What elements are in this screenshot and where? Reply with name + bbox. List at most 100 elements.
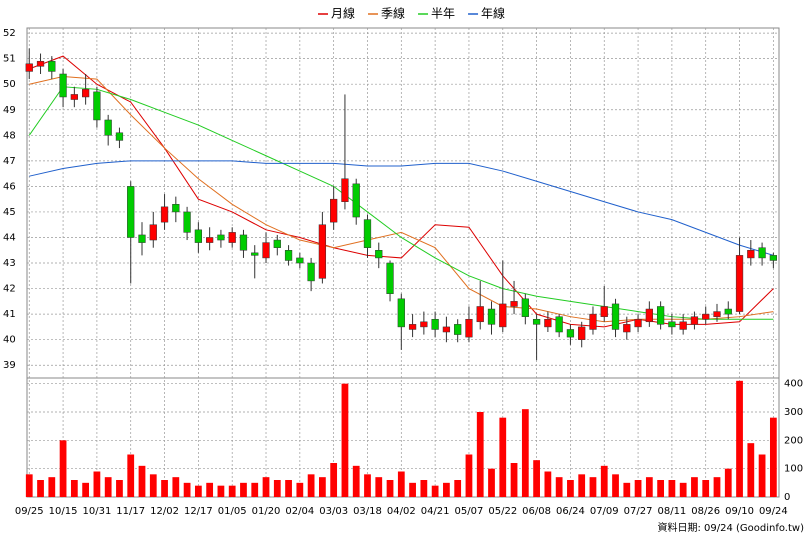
candle-body [172,204,180,213]
volume-bar [70,480,78,497]
volume-tick-label: 200 [784,435,803,446]
volume-bar [657,480,665,497]
volume-bar [713,477,721,497]
x-tick-label: 12/02 [150,506,179,517]
candle-body [623,324,631,333]
candle-body [758,247,766,259]
volume-bar [228,485,236,497]
volume-bar [251,482,259,497]
candle-body [239,234,248,251]
candle-body [499,303,507,328]
x-tick-label: 04/02 [387,506,416,517]
candle-body [397,298,405,328]
y-tick-label: 39 [3,360,16,371]
volume-bar [104,477,112,497]
x-tick-label: 08/11 [657,506,686,517]
volume-tick-label: 100 [784,464,803,475]
candle-body [465,318,473,338]
volume-bar [691,477,698,497]
volume-bar [183,482,191,497]
x-tick-label: 09/25 [15,506,44,517]
volume-bar [476,412,484,497]
source-note: 資料日期: 09/24 (Goodinfo.tw) [657,521,804,534]
candle-body [702,313,710,320]
candle-body [183,211,191,233]
volume-bar [116,480,123,497]
candle-body [341,178,349,202]
x-tick-label: 03/18 [353,506,382,517]
x-tick-label: 02/04 [285,506,314,517]
volume-bar [206,482,214,497]
candle-body [589,313,597,330]
candle-body [386,262,394,294]
candle-body [634,318,642,328]
candle-body [284,250,293,261]
candle-body [59,73,67,98]
candle-body [487,308,496,325]
y-tick-label: 52 [3,28,16,39]
candle-body [318,224,327,279]
x-tick-label: 12/17 [184,506,213,517]
y-tick-label: 51 [3,54,16,65]
volume-bar [623,482,631,497]
volume-bar [544,471,552,497]
volume-bar [578,474,586,497]
candle-body [307,262,315,282]
volume-bar [420,480,428,497]
candle-body [36,60,45,67]
legend-label: 月線 [331,6,355,21]
candle-body [611,303,620,330]
volume-bar [533,460,540,497]
y-tick-label: 43 [3,258,16,269]
candle-body [363,219,372,248]
candle-body [81,89,90,98]
volume-tick-label: 400 [784,379,803,390]
candle-body [251,252,259,256]
candle-body [544,318,552,328]
x-tick-label: 01/05 [218,506,247,517]
volume-bar [240,482,247,497]
volume-bar [465,454,473,497]
candle-body [217,234,225,241]
volume-bar [319,477,326,497]
y-tick-label: 46 [3,181,16,192]
legend-label: 年線 [481,6,505,21]
x-tick-label: 05/22 [488,506,517,517]
volume-bar [567,480,574,497]
candle-body [476,306,484,323]
y-tick-label: 45 [3,207,16,218]
x-tick-label: 05/07 [455,506,484,517]
candle-body [228,232,236,243]
volume-bar [364,474,371,497]
volume-bar [194,485,202,497]
candle-body [160,206,169,223]
legend-label: 半年 [431,7,455,21]
volume-bar [341,383,349,497]
volume-bar [172,477,180,497]
volume-bar [612,474,619,497]
x-tick-label: 03/03 [319,506,348,517]
x-tick-label: 06/24 [556,506,585,517]
candle-body [138,234,146,243]
volume-bar [724,468,732,497]
volume-bar [510,463,518,497]
volume-bar [25,474,33,497]
volume-bar [454,480,462,497]
candle-body [431,318,439,330]
volume-tick-label: 0 [784,492,790,503]
x-tick-label: 08/26 [691,506,720,517]
volume-bar [431,485,439,497]
candle-body [408,324,417,330]
volume-bar [127,454,135,497]
candle-body [668,321,676,328]
y-tick-label: 42 [3,284,16,295]
volume-bar [37,480,44,497]
volume-bar [217,485,225,497]
y-tick-label: 47 [3,156,16,167]
volume-bar [273,480,281,497]
volume-bar [600,465,608,497]
candle-body [600,306,608,317]
candle-body [93,91,101,121]
volume-bar [138,465,146,497]
